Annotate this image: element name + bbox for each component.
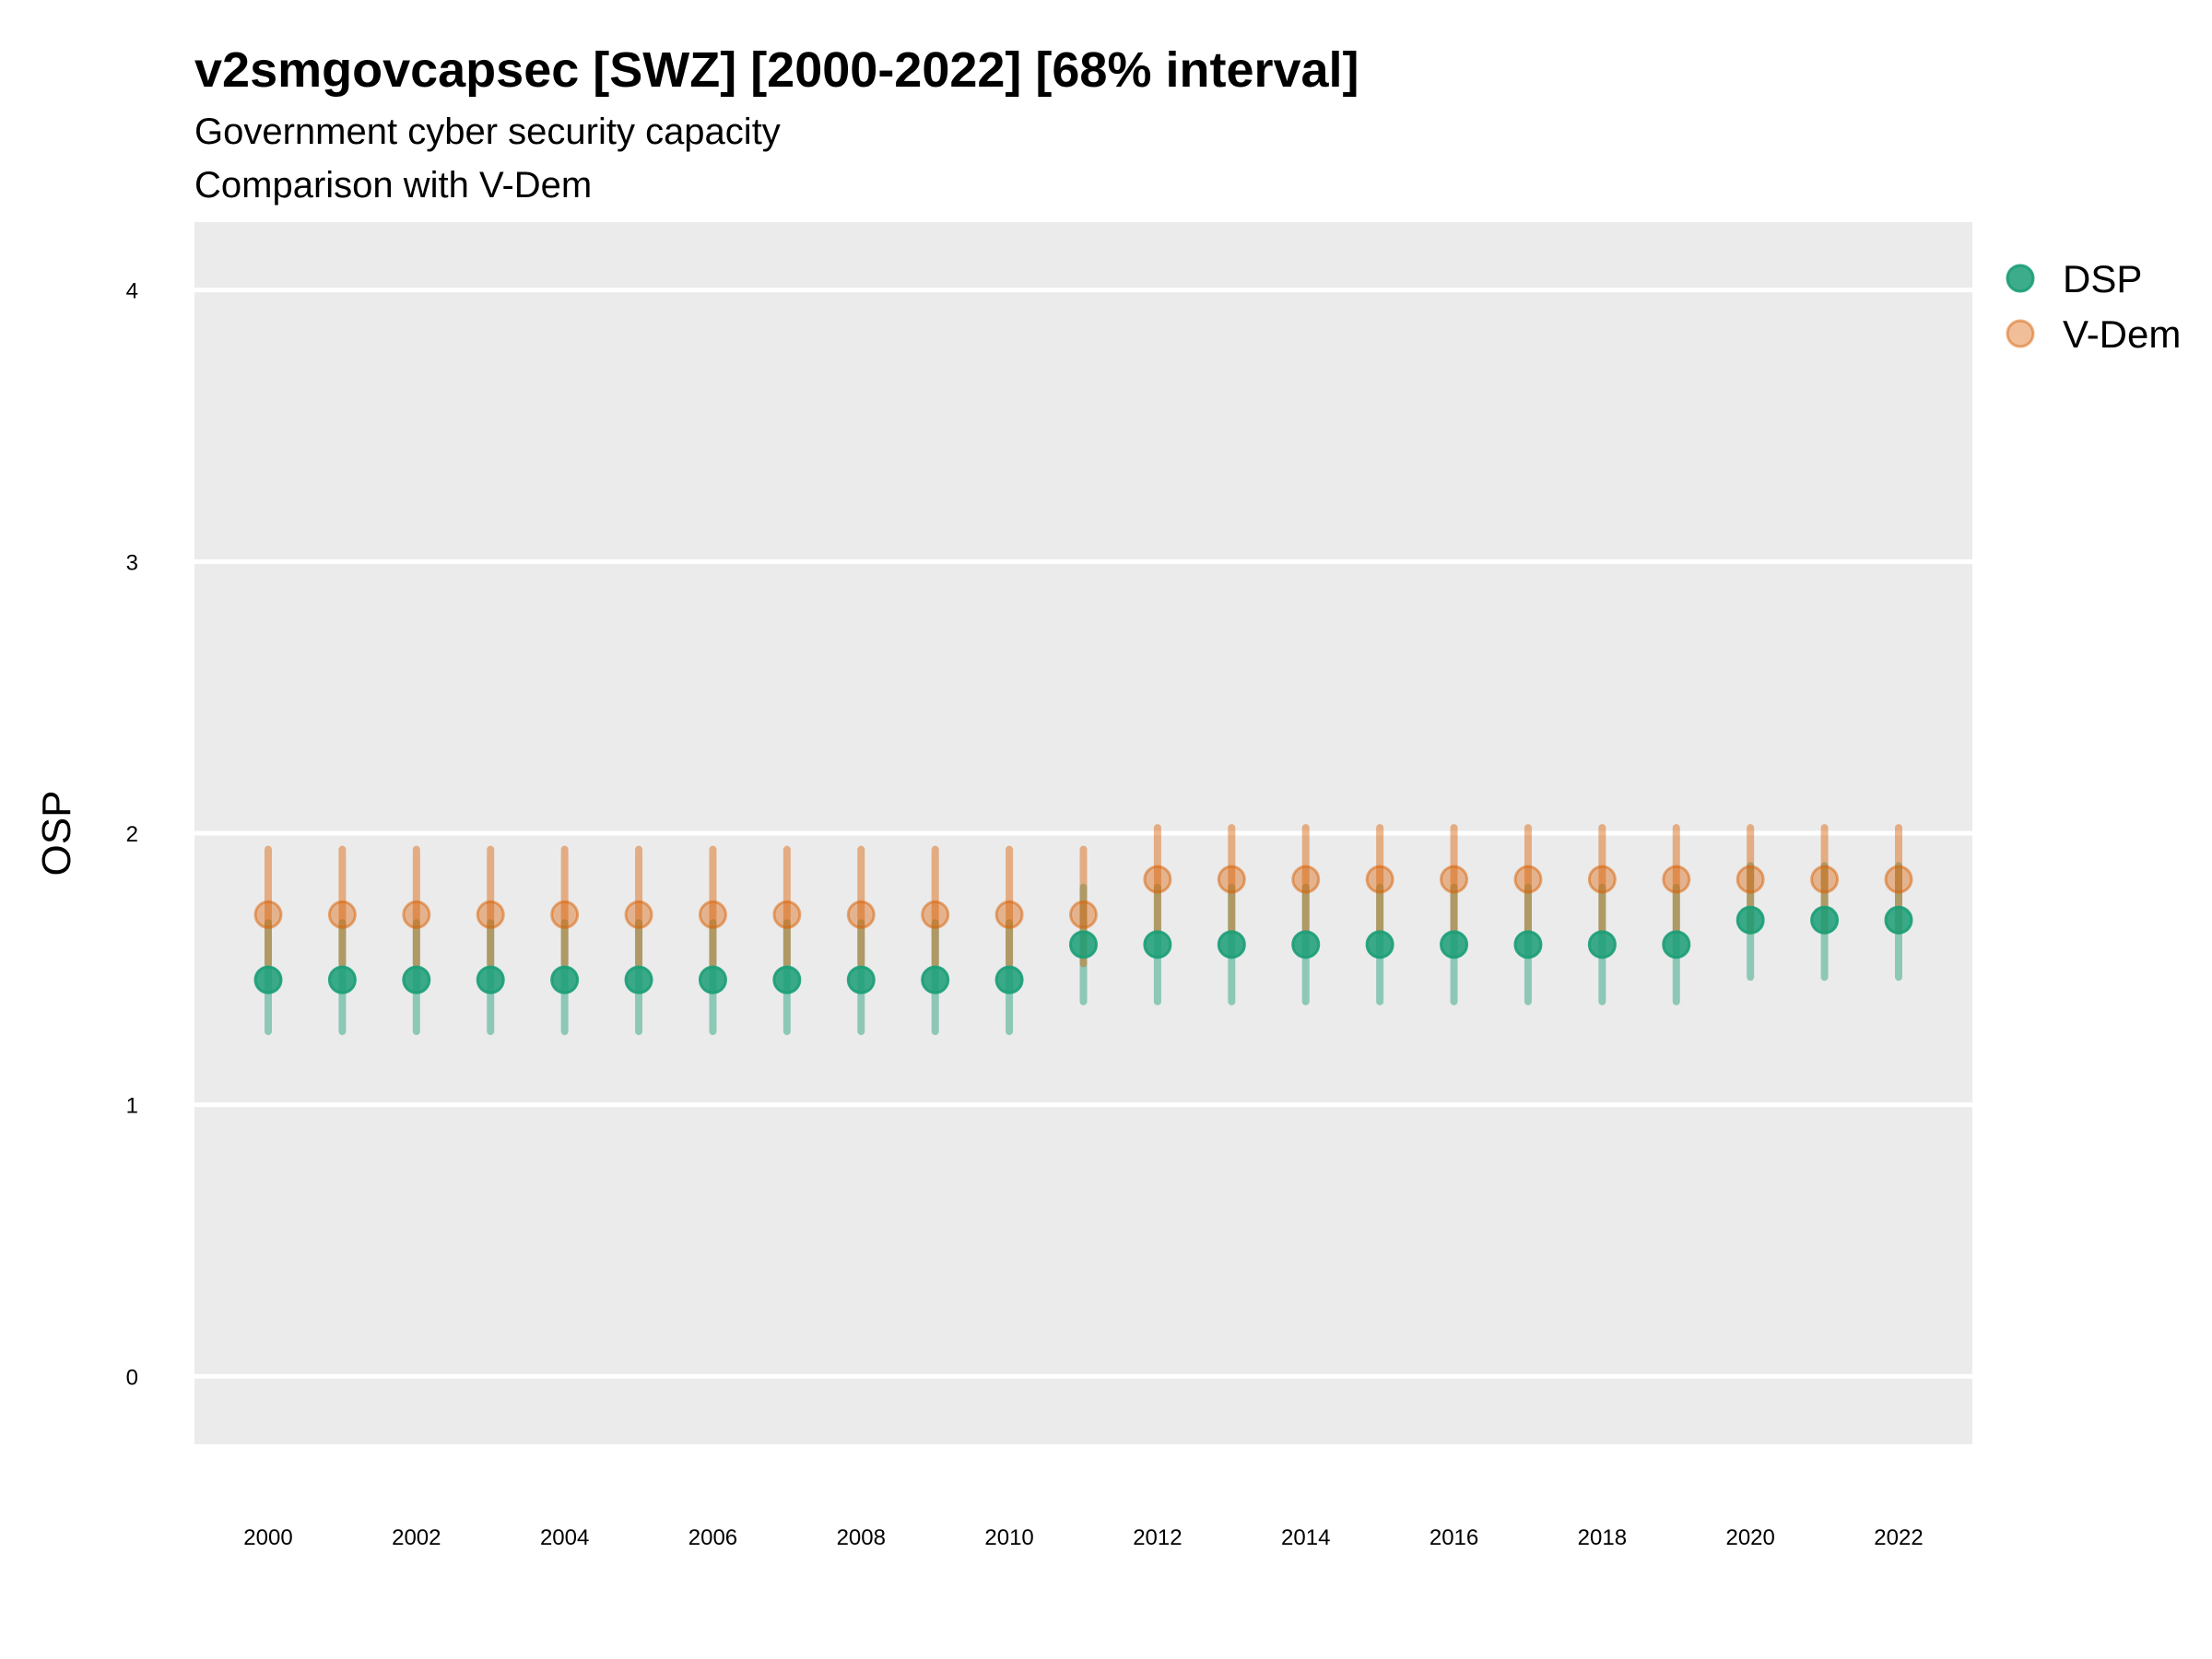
data-point-dsp xyxy=(253,965,283,994)
x-tick-label: 2010 xyxy=(984,1525,1033,1550)
y-tick-label: 4 xyxy=(126,279,138,304)
data-point-v-dem xyxy=(327,900,357,929)
data-point-v-dem xyxy=(1291,865,1321,894)
data-point-dsp xyxy=(1291,930,1321,959)
data-point-dsp xyxy=(772,965,802,994)
data-point-v-dem xyxy=(1513,865,1543,894)
legend-label: V-Dem xyxy=(2063,312,2181,356)
data-point-v-dem xyxy=(402,900,431,929)
data-point-dsp xyxy=(1513,930,1543,959)
data-point-dsp xyxy=(624,965,653,994)
y-tick-label: 0 xyxy=(126,1365,138,1390)
data-point-dsp xyxy=(1143,930,1172,959)
data-point-dsp xyxy=(1587,930,1617,959)
data-point-v-dem xyxy=(1735,865,1765,894)
x-tick-label: 2020 xyxy=(1725,1525,1774,1550)
data-point-v-dem xyxy=(846,900,876,929)
data-point-v-dem xyxy=(1143,865,1172,894)
y-tick-label: 3 xyxy=(126,550,138,575)
legend-key-v-dem xyxy=(2006,319,2035,348)
data-point-v-dem xyxy=(624,900,653,929)
data-point-v-dem xyxy=(921,900,950,929)
data-point-dsp xyxy=(1440,930,1469,959)
data-point-dsp xyxy=(1735,905,1765,935)
data-point-v-dem xyxy=(772,900,802,929)
data-point-v-dem xyxy=(253,900,283,929)
data-point-v-dem xyxy=(1810,865,1840,894)
data-point-v-dem xyxy=(1069,900,1098,929)
data-point-dsp xyxy=(1217,930,1246,959)
data-point-dsp xyxy=(1884,905,1913,935)
x-tick-label: 2004 xyxy=(540,1525,589,1550)
x-tick-label: 2006 xyxy=(688,1525,737,1550)
data-point-v-dem xyxy=(1217,865,1246,894)
data-point-v-dem xyxy=(476,900,505,929)
data-point-dsp xyxy=(994,965,1024,994)
data-point-v-dem xyxy=(994,900,1024,929)
y-tick-label: 2 xyxy=(126,822,138,847)
x-tick-label: 2022 xyxy=(1874,1525,1923,1550)
data-point-v-dem xyxy=(1365,865,1394,894)
data-point-v-dem xyxy=(1587,865,1617,894)
x-tick-label: 2002 xyxy=(392,1525,441,1550)
data-point-dsp xyxy=(327,965,357,994)
data-point-dsp xyxy=(921,965,950,994)
x-tick-label: 2014 xyxy=(1281,1525,1330,1550)
legend-key-dsp xyxy=(2006,264,2035,293)
chart-title: v2smgovcapsec [SWZ] [2000-2022] [68% int… xyxy=(194,42,1359,98)
x-tick-label: 2018 xyxy=(1578,1525,1627,1550)
data-point-v-dem xyxy=(1440,865,1469,894)
data-point-dsp xyxy=(1069,930,1098,959)
x-tick-label: 2000 xyxy=(243,1525,292,1550)
legend: DSP V-Dem xyxy=(2006,257,2181,356)
chart-subtitle-2: Comparison with V-Dem xyxy=(194,165,592,206)
x-tick-label: 2008 xyxy=(837,1525,886,1550)
legend-label: DSP xyxy=(2063,257,2142,300)
data-point-dsp xyxy=(476,965,505,994)
data-point-dsp xyxy=(846,965,876,994)
data-point-dsp xyxy=(402,965,431,994)
data-point-v-dem xyxy=(550,900,580,929)
y-axis-label: OSP xyxy=(34,791,79,877)
data-point-v-dem xyxy=(698,900,727,929)
chart-subtitle: Government cyber security capacity xyxy=(194,112,781,152)
data-point-dsp xyxy=(550,965,580,994)
data-point-dsp xyxy=(1810,905,1840,935)
x-tick-label: 2012 xyxy=(1133,1525,1182,1550)
data-point-v-dem xyxy=(1662,865,1691,894)
x-tick-label: 2016 xyxy=(1430,1525,1478,1550)
data-point-dsp xyxy=(1365,930,1394,959)
data-point-v-dem xyxy=(1884,865,1913,894)
data-point-dsp xyxy=(1662,930,1691,959)
y-tick-label: 1 xyxy=(126,1094,138,1119)
data-point-dsp xyxy=(698,965,727,994)
